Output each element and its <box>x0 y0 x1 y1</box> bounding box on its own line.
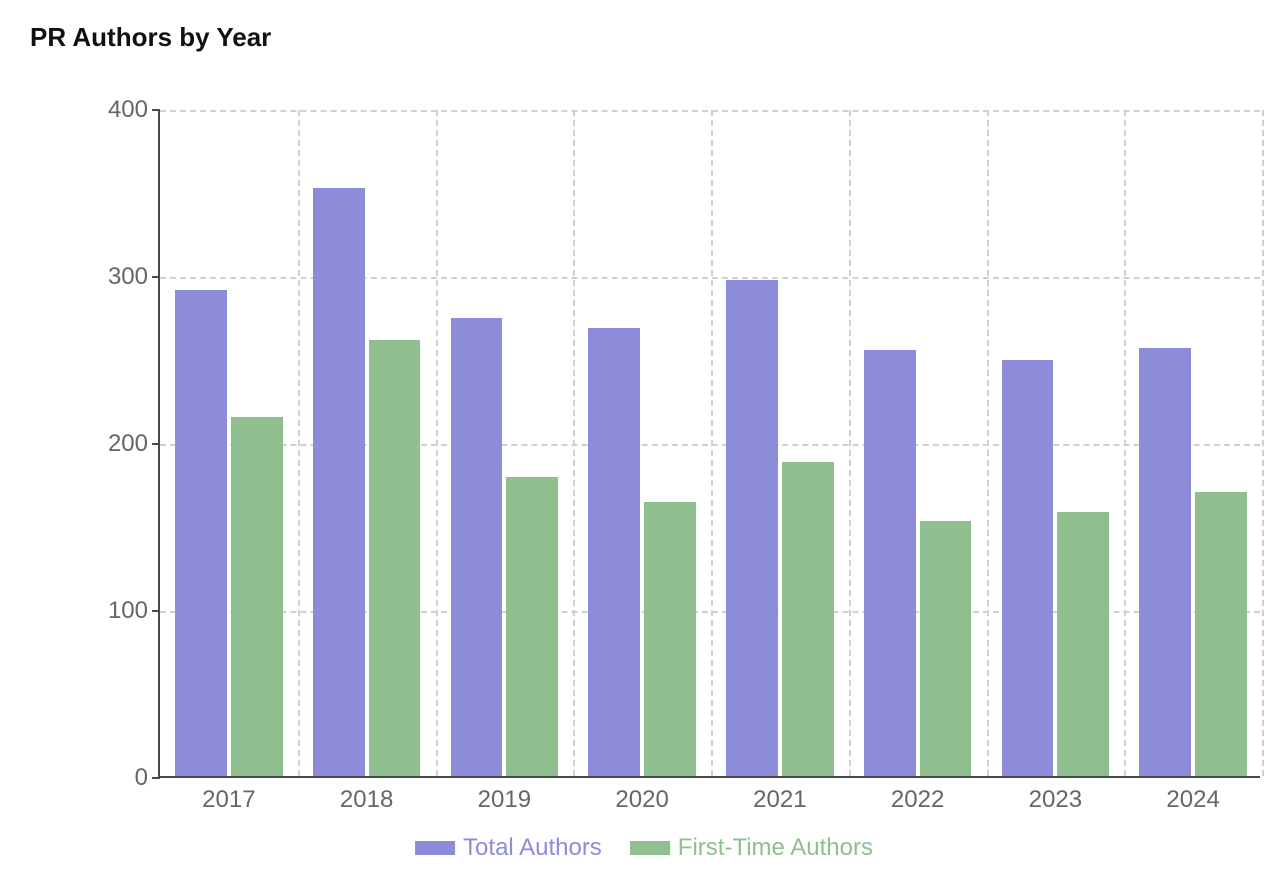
grid-line-x <box>987 110 989 776</box>
x-axis-tick-label: 2024 <box>1166 786 1219 814</box>
x-axis-tick-label: 2021 <box>753 786 806 814</box>
grid-line-x <box>849 110 851 776</box>
y-axis-tick-label: 300 <box>108 263 148 291</box>
y-axis-tick-label: 0 <box>135 764 148 792</box>
grid-line-x <box>436 110 438 776</box>
legend-item: First-Time Authors <box>630 834 873 862</box>
legend: Total Authors First-Time Authors <box>415 834 873 862</box>
bar <box>588 328 640 776</box>
x-axis-tick-label: 2023 <box>1029 786 1082 814</box>
legend-label: First-Time Authors <box>678 834 873 862</box>
bar <box>1002 360 1054 776</box>
bar <box>1195 492 1247 776</box>
x-axis-tick-label: 2022 <box>891 786 944 814</box>
bar <box>175 290 227 776</box>
chart-container: PR Authors by Year 010020030040020172018… <box>0 0 1288 892</box>
y-axis-tick-label: 100 <box>108 597 148 625</box>
bar <box>644 502 696 776</box>
bar <box>369 340 421 776</box>
y-axis-tick-label: 200 <box>108 430 148 458</box>
x-axis-tick-label: 2020 <box>615 786 668 814</box>
bar <box>726 280 778 776</box>
grid-line-x <box>298 110 300 776</box>
y-axis-tick-mark <box>152 109 160 111</box>
bar <box>231 417 283 776</box>
bar <box>1057 512 1109 776</box>
legend-swatch <box>630 841 670 855</box>
y-axis-tick-mark <box>152 276 160 278</box>
bar <box>313 188 365 776</box>
bar <box>920 521 972 777</box>
bar <box>506 477 558 776</box>
y-axis-tick-mark <box>152 777 160 779</box>
bar <box>1139 348 1191 776</box>
chart-title: PR Authors by Year <box>30 22 271 53</box>
legend-item: Total Authors <box>415 834 602 862</box>
y-axis-tick-label: 400 <box>108 96 148 124</box>
grid-line-x <box>573 110 575 776</box>
bar <box>864 350 916 776</box>
y-axis-tick-mark <box>152 443 160 445</box>
grid-line-x <box>1262 110 1264 776</box>
x-axis-tick-label: 2017 <box>202 786 255 814</box>
legend-swatch <box>415 841 455 855</box>
x-axis-tick-label: 2018 <box>340 786 393 814</box>
grid-line-x <box>711 110 713 776</box>
y-axis-tick-mark <box>152 610 160 612</box>
bar <box>782 462 834 776</box>
grid-line-x <box>1124 110 1126 776</box>
grid-line-y <box>160 110 1260 112</box>
legend-label: Total Authors <box>463 834 602 862</box>
bar <box>451 318 503 776</box>
x-axis-tick-label: 2019 <box>478 786 531 814</box>
plot-area: 0100200300400201720182019202020212022202… <box>158 110 1260 778</box>
